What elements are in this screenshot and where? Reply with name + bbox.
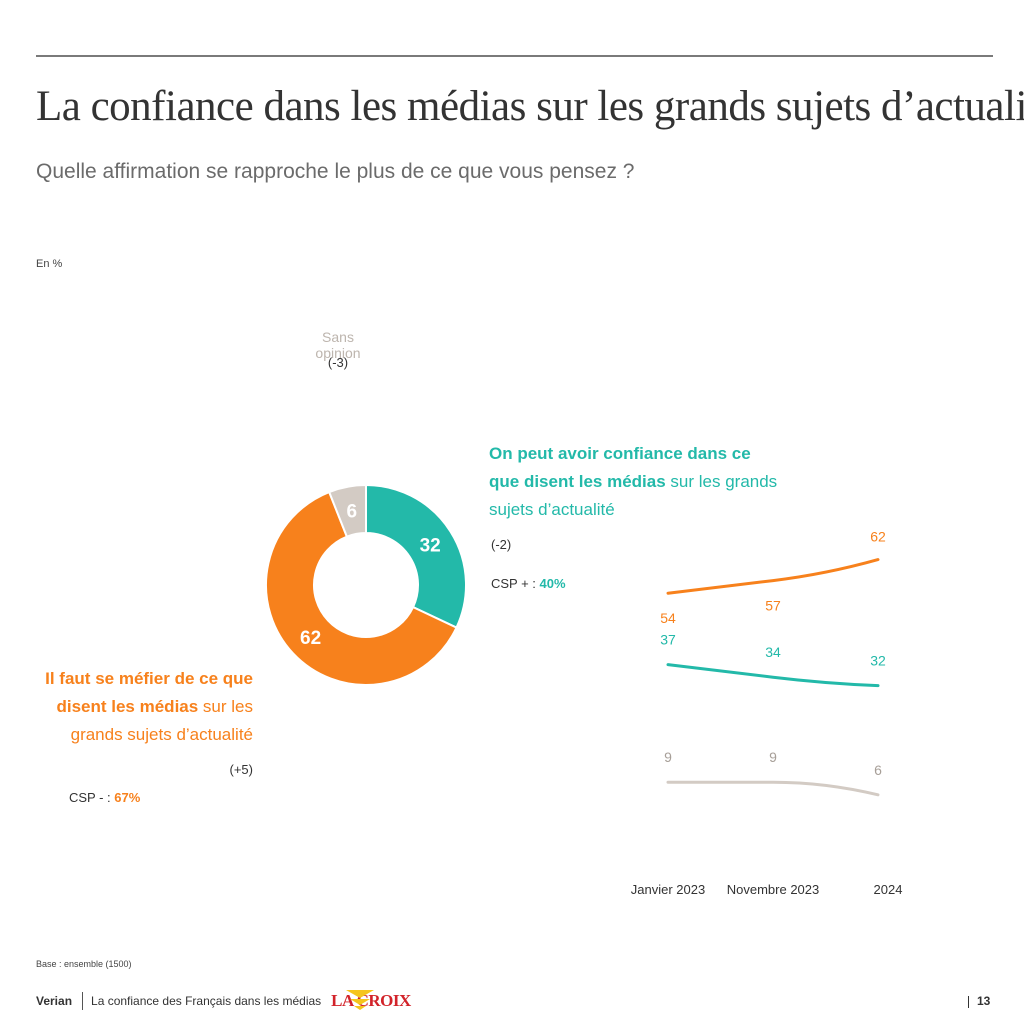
- distrust-label: Il faut se méfier de ce que disent les m…: [40, 665, 253, 749]
- page-title: La confiance dans les médias sur les gra…: [36, 83, 1024, 130]
- no-opinion-line-label: 6: [874, 762, 882, 778]
- sans-opinion-label: Sans opinion: [315, 329, 361, 361]
- trust-line-label: 34: [765, 644, 781, 660]
- trust-line-label: 32: [870, 653, 886, 669]
- donut-chart: 32 62 6: [258, 383, 474, 787]
- distrust-label-rest: sur les grands sujets d’actualité: [70, 697, 253, 744]
- csp-minus-value: 67%: [114, 790, 141, 805]
- x-tick-label: Novembre 2023: [727, 882, 820, 897]
- trust-delta: (-2): [491, 537, 512, 552]
- trust-label-bold: On peut avoir confiance dans ce que dise…: [489, 444, 751, 491]
- trend-chart: 54 57 62 37 34 32 9 9 6 Janvier 2023 Novembre 2023…: [620, 520, 920, 910]
- csp-minus-label: CSP - :: [69, 790, 115, 805]
- footer-study: La confiance des Français dans les média…: [91, 994, 322, 1008]
- x-tick-label: Janvier 2023: [631, 882, 705, 897]
- la-poste-logo: [340, 982, 380, 1022]
- distrust-line: [666, 558, 880, 595]
- footer-brand: Verian: [36, 994, 73, 1008]
- no-opinion-line-label: 9: [664, 749, 672, 765]
- unit-label: En %: [36, 258, 63, 270]
- x-tick-label: 2024: [874, 882, 903, 897]
- page-number: 13: [968, 994, 990, 1008]
- trend-chart-svg: 54 57 62 37 34 32 9 9 6 Janvier 2023 Novembre 2023…: [631, 529, 903, 897]
- distrust-label-bold: Il faut se méfier de ce que disent les m…: [45, 669, 253, 716]
- distrust-line-label: 62: [870, 529, 886, 545]
- trust-line-label: 37: [660, 632, 676, 648]
- distrust-line-label: 57: [765, 598, 781, 614]
- page-number-value: 13: [977, 994, 991, 1008]
- sans-opinion-delta: (-3): [327, 355, 349, 370]
- no-opinion-line: [666, 780, 880, 797]
- page-subtitle: Quelle affirmation se rapproche le plus …: [36, 160, 635, 183]
- footer-separator: [82, 992, 84, 1010]
- footer: Verian La confiance des Français dans le…: [36, 990, 411, 1012]
- trust-label-rest: sur les grands sujets d’actualité: [489, 472, 778, 519]
- trust-line: [666, 663, 880, 688]
- trust-slice-value: 32: [420, 535, 441, 556]
- distrust-slice-value: 62: [300, 628, 321, 649]
- no-opinion-slice-value: 6: [346, 501, 357, 522]
- trust-slice: [365, 483, 467, 629]
- donut-chart-svg: 32 62 6: [265, 483, 467, 686]
- distrust-line-label: 54: [660, 610, 676, 626]
- no-opinion-slice: [327, 483, 367, 538]
- no-opinion-line-label: 9: [769, 749, 777, 765]
- top-rule: [36, 55, 993, 57]
- distrust-delta: (+5): [229, 762, 253, 777]
- csp-minus: CSP - : 67%: [69, 790, 140, 805]
- trust-label: On peut avoir confiance dans ce que dise…: [489, 440, 779, 524]
- csp-plus: CSP + : 40%: [491, 576, 566, 591]
- la-croix-logo: LA CROIX: [331, 991, 411, 1010]
- base-note: Base : ensemble (1500): [36, 959, 132, 969]
- distrust-slice: [265, 490, 458, 686]
- csp-plus-label: CSP + :: [491, 576, 540, 591]
- csp-plus-value: 40%: [539, 576, 566, 591]
